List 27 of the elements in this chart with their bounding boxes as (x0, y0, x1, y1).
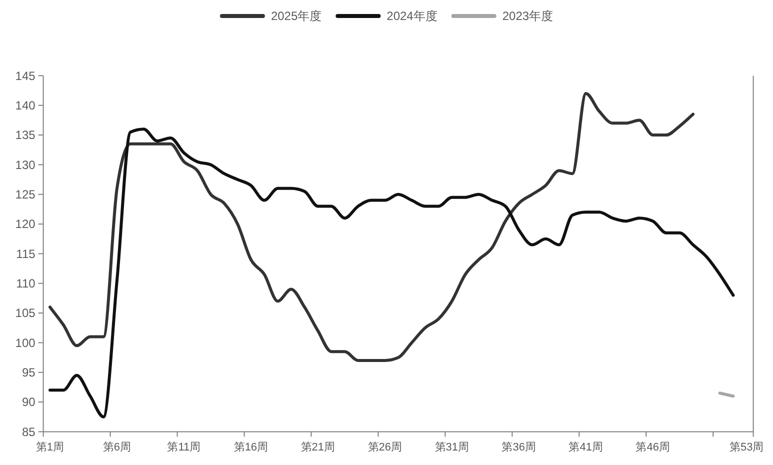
y-tick-label: 100 (15, 336, 36, 350)
x-tick-label: 第11周 (167, 442, 201, 454)
y-tick-label: 135 (15, 128, 36, 142)
legend-label: 2025年度 (270, 9, 322, 24)
y-tick-label: 125 (15, 188, 36, 202)
y-tick-label: 105 (15, 306, 36, 320)
x-tick-label: 第6周 (102, 442, 132, 454)
x-tick-label: 第41周 (568, 442, 603, 454)
x-tick-label: 第46周 (636, 442, 670, 454)
y-tick-label: 110 (16, 276, 36, 291)
x-tick-label: 第36周 (502, 442, 536, 454)
y-tick-label: 140 (15, 98, 36, 113)
x-tick-label: 第16周 (234, 442, 268, 454)
legend-label: 2023年度 (502, 9, 554, 24)
x-tick-label: 第1周 (36, 442, 64, 454)
x-tick-label: 第31周 (434, 442, 470, 454)
x-tick-label: 第53周 (729, 442, 764, 454)
y-tick-label: 85 (22, 424, 36, 439)
y-tick-label: 95 (22, 366, 36, 380)
x-tick-label: 第21周 (300, 442, 336, 454)
y-tick-label: 130 (15, 158, 36, 172)
y-tick-label: 145 (15, 68, 36, 83)
y-tick-label: 90 (22, 395, 36, 410)
legend-label: 2024年度 (386, 9, 438, 24)
y-tick-label: 120 (15, 217, 36, 232)
y-tick-label: 115 (16, 246, 36, 261)
x-tick-label: 第26周 (368, 442, 402, 454)
